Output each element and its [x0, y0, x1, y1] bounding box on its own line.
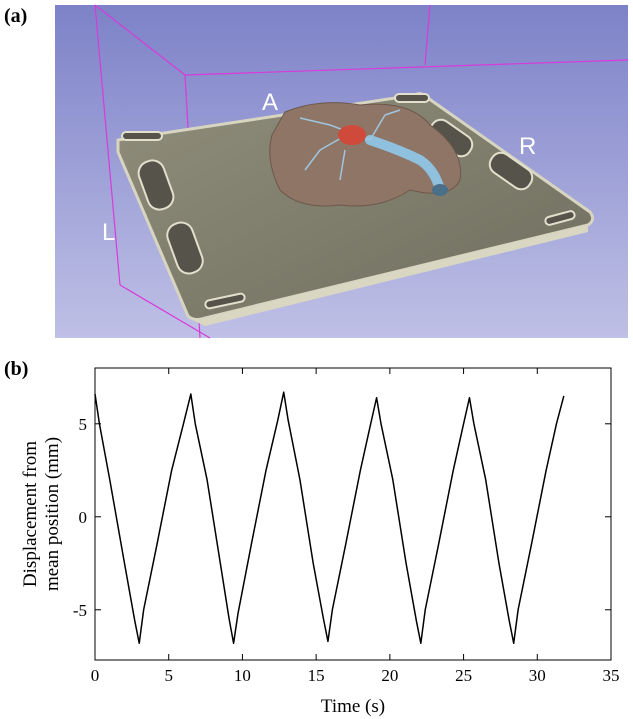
y-tick-label: 0	[79, 508, 88, 527]
plate-slots	[121, 93, 576, 310]
x-axis-label: Time (s)	[321, 696, 385, 717]
orientation-label: R	[519, 133, 536, 160]
panel-label: (b)	[4, 358, 28, 380]
y-tick-label: -5	[73, 601, 87, 620]
orientation-label: L	[102, 219, 115, 246]
chart: 0 5 10 15 20 25 30 35 -5 0 5 Time (s) Displacement f…	[20, 367, 620, 717]
x-tick-label: 10	[234, 666, 251, 685]
x-tick-label: 0	[91, 666, 100, 685]
x-tick-label: 25	[455, 666, 472, 685]
y-axis-label: mean position (mm)	[42, 437, 63, 591]
y-axis-label: Displacement from	[20, 441, 41, 587]
x-tick-label: 30	[529, 666, 546, 685]
trachea-end	[432, 184, 448, 196]
x-tick-label: 15	[308, 666, 325, 685]
tumor	[338, 125, 366, 145]
render-image: A R L	[55, 4, 629, 339]
x-tick-label: 20	[381, 666, 398, 685]
plate-edge	[188, 225, 588, 326]
y-tick-label: 5	[79, 415, 88, 434]
plot-frame	[94, 367, 612, 661]
orientation-label: A	[262, 89, 278, 116]
line-series	[94, 391, 565, 645]
x-tick-label: 5	[164, 666, 173, 685]
trachea	[365, 135, 445, 195]
x-tick-label: 35	[603, 666, 620, 685]
panel-label: (a)	[4, 5, 27, 27]
